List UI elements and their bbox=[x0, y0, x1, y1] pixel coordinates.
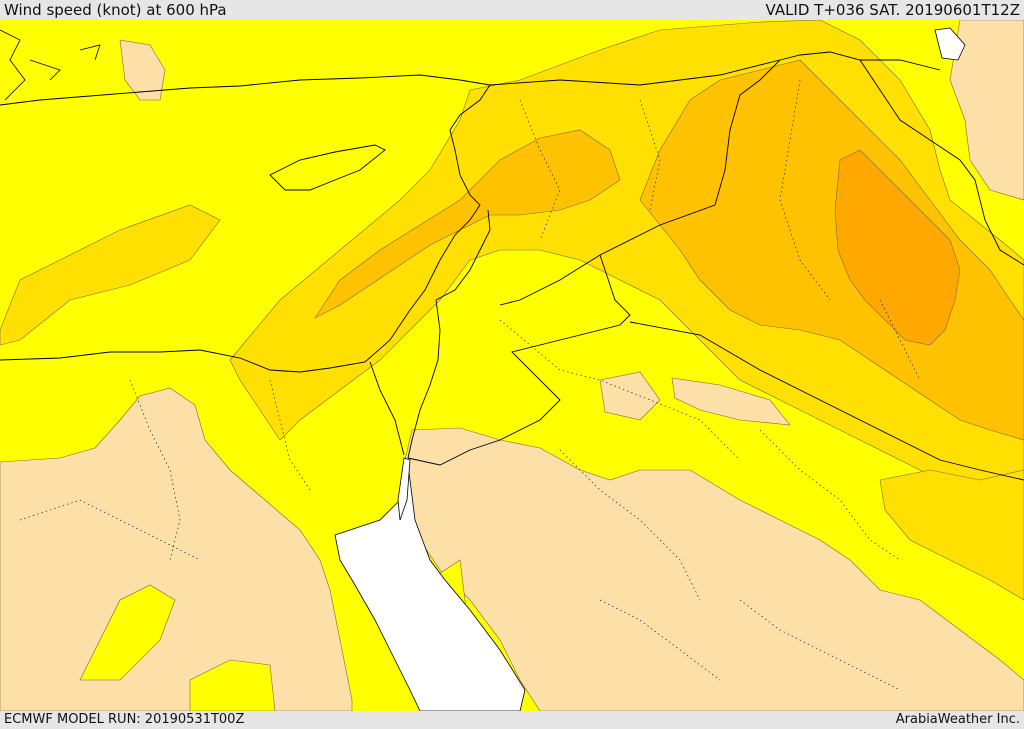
band-lowest-patch-3 bbox=[119, 39, 166, 101]
band-lowest-patch-2 bbox=[671, 377, 791, 426]
gulf-of-aqaba bbox=[397, 457, 411, 521]
caspian-edge bbox=[934, 27, 966, 61]
map-footer: ECMWF MODEL RUN: 20190531T00Z ArabiaWeat… bbox=[0, 711, 1024, 729]
national-borders bbox=[369, 51, 1024, 481]
band-lowest-patch-4 bbox=[949, 20, 1024, 201]
map-header: Wind speed (knot) at 600 hPa VALID T+036… bbox=[0, 0, 1024, 20]
model-run-label: ECMWF MODEL RUN: 20190531T00Z bbox=[4, 712, 245, 727]
band-mid-east bbox=[879, 469, 1024, 601]
valid-time-label: VALID T+036 SAT. 20190601T12Z bbox=[765, 1, 1020, 19]
mediterranean-coast bbox=[0, 84, 491, 373]
credit-label: ArabiaWeather Inc. bbox=[895, 712, 1020, 727]
cyprus-outline bbox=[269, 144, 386, 191]
band-high-mesopotamia bbox=[639, 59, 1024, 441]
wind-speed-map bbox=[0, 20, 1024, 711]
band-mid-swath bbox=[0, 204, 221, 346]
map-canvas bbox=[0, 20, 1024, 711]
band-highest-iraq bbox=[834, 149, 961, 346]
provincial-boundaries bbox=[19, 79, 921, 691]
band-high-levant bbox=[314, 129, 621, 319]
map-title: Wind speed (knot) at 600 hPa bbox=[4, 1, 227, 19]
band-lowest-patch-1 bbox=[599, 371, 661, 421]
turkey-south-coast bbox=[0, 74, 491, 106]
aegean-coast bbox=[0, 29, 101, 101]
band-lowest-egypt bbox=[0, 387, 353, 711]
